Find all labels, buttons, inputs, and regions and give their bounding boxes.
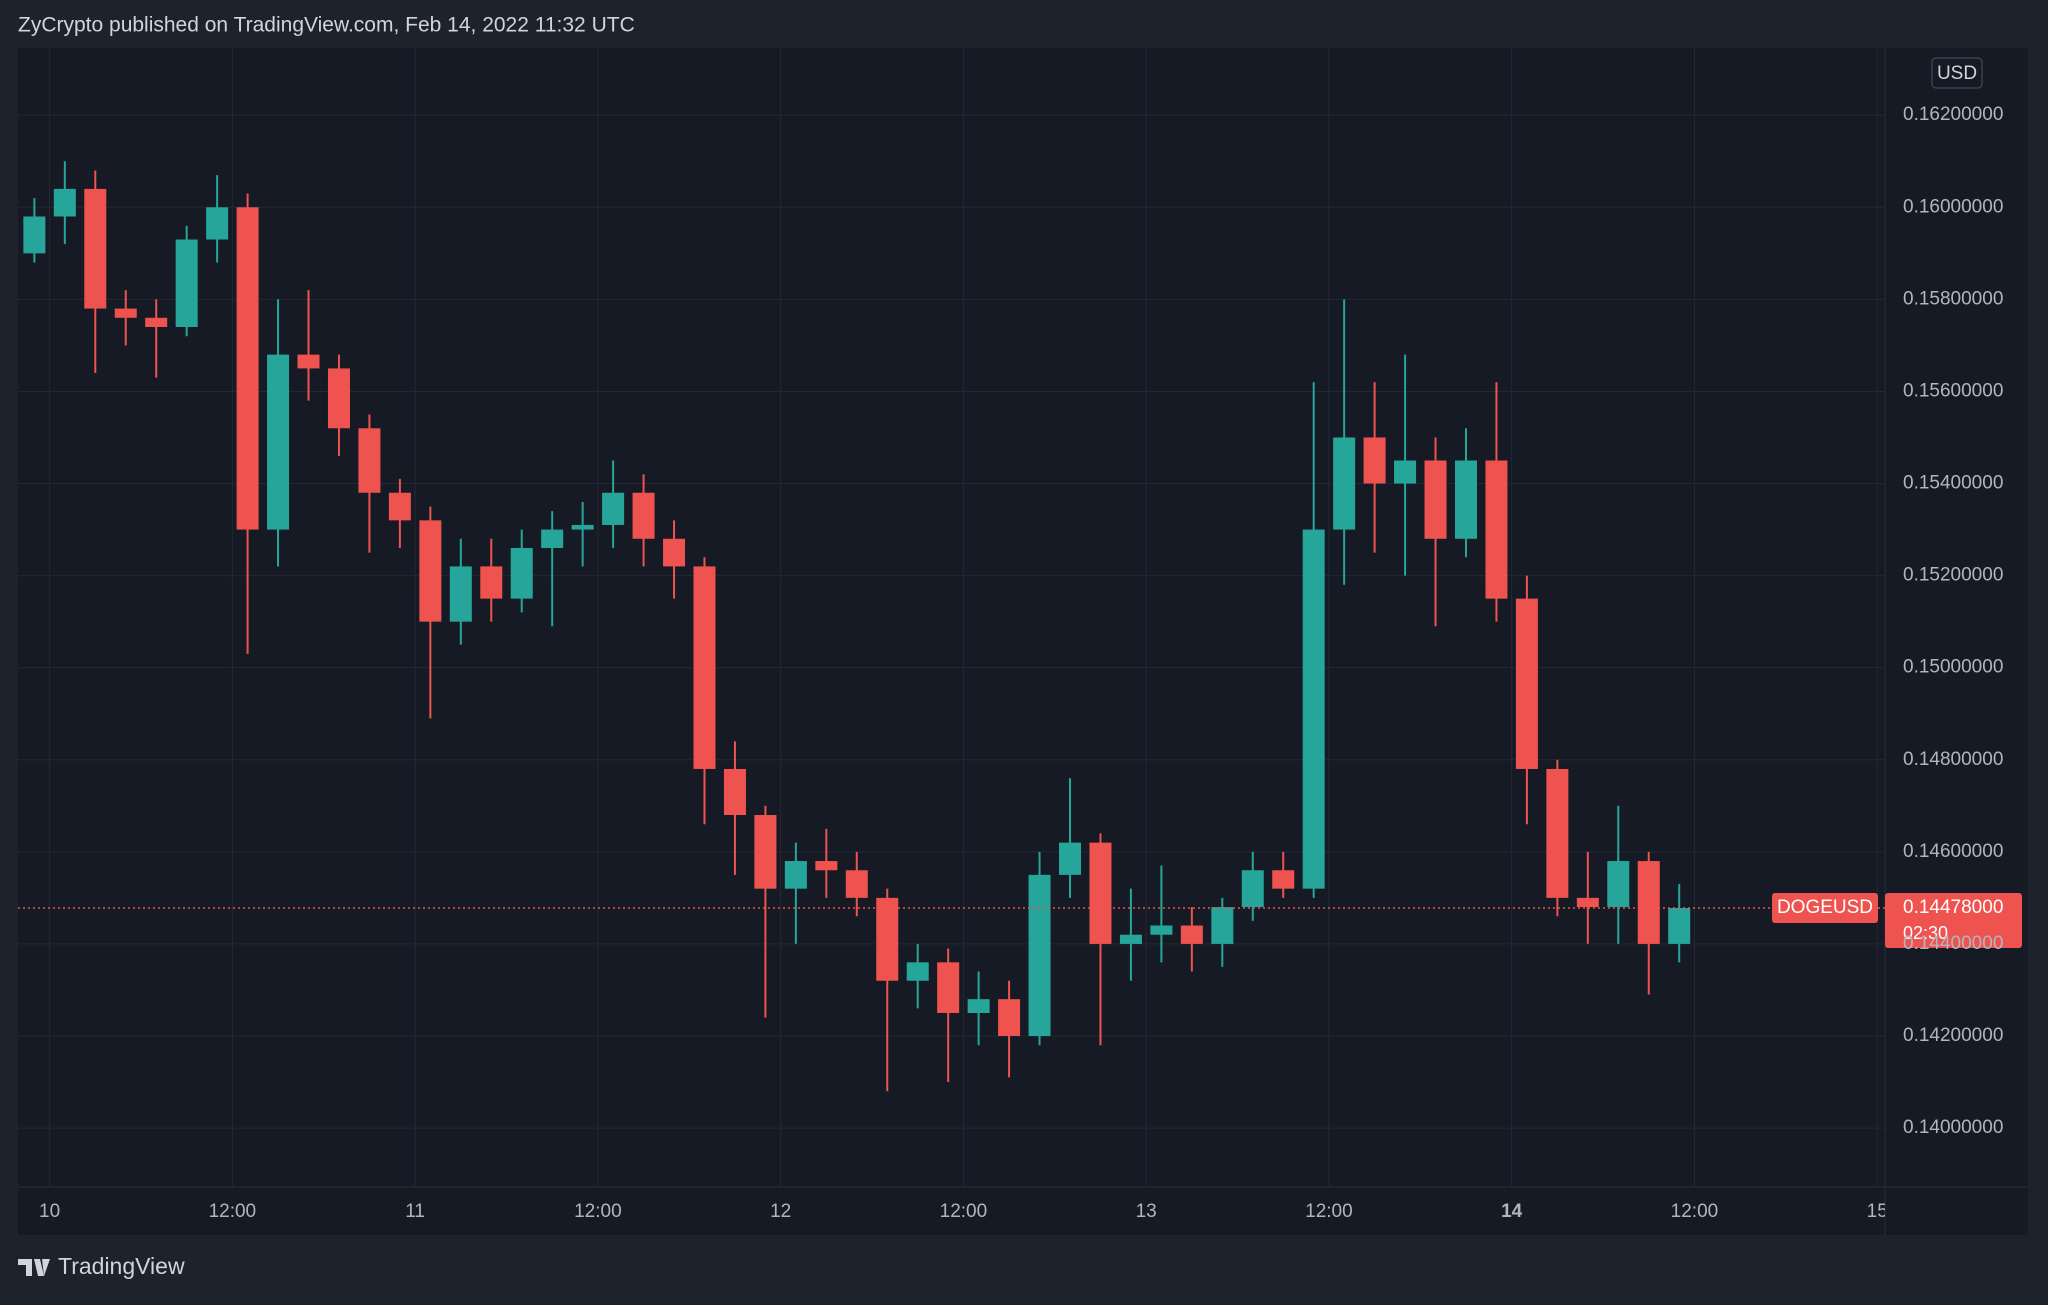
x-tick-label: 12:00 [209,1201,257,1222]
candle-body [358,428,381,493]
candle-body [602,492,625,525]
footer-logo: TradingView [18,1253,185,1279]
candle-body [114,308,137,318]
candle-body [1546,768,1569,898]
x-tick-label: 11 [405,1201,425,1222]
overlay: DOGEUSD 0.14478000 02:30 [1772,893,2022,949]
y-tick-label: 0.14600000 [1903,841,2003,862]
candle-body [1150,925,1173,935]
candle-body [419,520,442,622]
candle-body [1607,861,1630,908]
footer-brand: TradingView [58,1253,185,1279]
candle-body [1119,934,1142,944]
x-tick-label: 15 [1867,1201,1888,1222]
candle-body [937,962,960,1013]
candle-body [723,768,746,816]
candle-body [327,368,350,429]
chart-pane [18,48,2028,1235]
candle-body [23,216,46,254]
candle-body [845,870,868,898]
candle-body [175,239,198,327]
candle-body [1637,861,1660,944]
candle-body [236,207,259,530]
candle-body [632,492,655,539]
candle-body [206,207,229,240]
candle-body [510,547,533,599]
candle-body [815,861,838,871]
symbol-tag [1772,893,1878,924]
candle-body [297,354,320,369]
candle-body [784,861,807,889]
candle-body [1515,598,1538,769]
candle-body [1668,908,1691,944]
x-tick-label: 10 [39,1201,60,1222]
publisher-header: ZyCrypto published on TradingView.com, F… [18,14,635,37]
candle-body [1576,897,1599,908]
y-tick-label: 0.14800000 [1903,749,2003,770]
candle-body [571,524,594,530]
price-label: 0.14478000 [1903,897,2003,918]
candle-body [1028,874,1051,1036]
x-tick-label: 12 [770,1201,791,1222]
y-tick-label: 0.15400000 [1903,473,2003,494]
x-tick-label: 14 [1501,1201,1523,1222]
candle-body [449,566,472,622]
currency: USD [1937,63,1977,84]
candle-body [53,188,76,217]
y-tick-label: 0.15600000 [1903,380,2003,401]
candle-body [388,492,411,521]
y-tick-label: 0.14200000 [1903,1025,2003,1046]
candle-body [541,529,564,548]
y-tick-label: 0.14400000 [1903,933,2003,954]
candle-body [267,354,290,530]
y-tick-label: 0.15000000 [1903,657,2003,678]
candle-body [84,188,107,309]
candle-body [906,962,929,981]
candle-body [1059,842,1082,875]
symbol-label: DOGEUSD [1777,897,1873,918]
candle-body [480,566,503,599]
candle-body [1454,460,1477,539]
x-tick-label: 13 [1136,1201,1157,1222]
candle-body [754,815,777,889]
x-tick-label: 12:00 [1305,1201,1353,1222]
candle-body [1424,460,1447,539]
candle-body [1180,925,1203,944]
candle-body [998,999,1021,1036]
candle-body [1089,842,1112,944]
y-tick-label: 0.16200000 [1903,104,2003,125]
logo-icon [18,1259,50,1276]
candle-body [967,999,990,1013]
candle-body [693,566,716,769]
candle-body [145,317,168,327]
x-tick-label: 12:00 [574,1201,622,1222]
price-tag [1885,893,2022,949]
y-tick-label: 0.14000000 [1903,1117,2003,1138]
candle-body [1241,870,1264,908]
candle-body [1394,460,1417,484]
candle-body [1272,870,1295,889]
y-tick-label: 0.15200000 [1903,565,2003,586]
candle-body [876,897,899,981]
candle-body [1363,437,1386,484]
candle-body [663,538,686,567]
candle-body [1333,437,1356,530]
currency-box [1931,57,1983,89]
x-tick-label: 12:00 [1671,1201,1719,1222]
x-tick-label: 12:00 [940,1201,988,1222]
y-tick-label: 0.15800000 [1903,288,2003,309]
countdown-label: 02:30 [1903,923,1948,943]
candle-body [1211,907,1234,944]
candle-body [1485,460,1508,599]
plot-area [18,48,1885,1187]
y-tick-label: 0.16000000 [1903,196,2003,217]
candle-body [1302,529,1325,889]
